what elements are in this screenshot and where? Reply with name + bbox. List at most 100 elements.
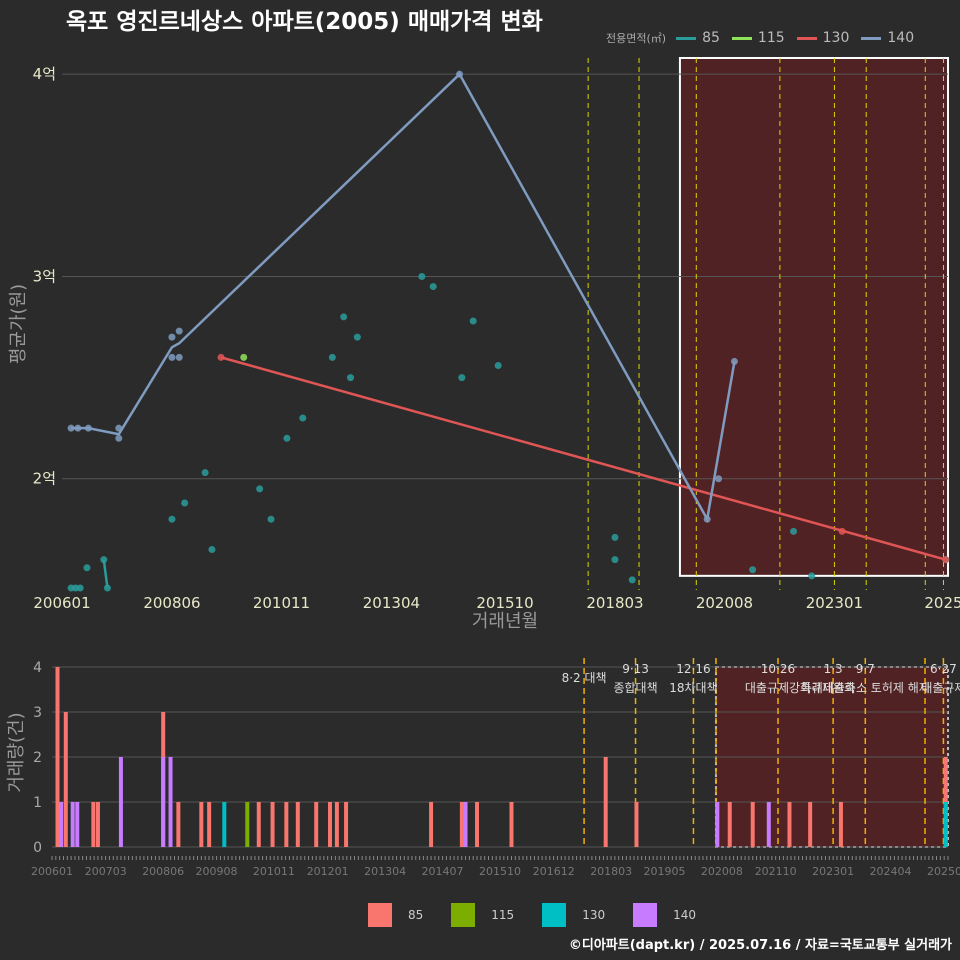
legend-bar-item-85: 85 xyxy=(368,903,423,927)
volume-bar-85 xyxy=(207,802,212,847)
legend-bar-item-140: 140 xyxy=(633,903,696,927)
chart-title: 옥포 영진르네상스 아파트(2005) 매매가격 변화 xyxy=(66,9,543,35)
legend-swatch-130 xyxy=(542,903,567,927)
data-point-140 xyxy=(715,475,723,483)
data-point-85 xyxy=(100,556,108,564)
x-tick-label-volume: 200601 xyxy=(31,865,73,878)
data-point-140 xyxy=(456,70,464,78)
x-tick-label-volume: 201407 xyxy=(422,865,464,878)
policy-annotation-label: 종합대책 xyxy=(613,680,657,695)
data-point-85 xyxy=(429,283,437,291)
policy-annotation-date: 12·16 xyxy=(676,662,710,676)
volume-bar-85 xyxy=(750,802,755,847)
data-point-130 xyxy=(838,527,846,535)
volume-bar-85 xyxy=(91,802,96,847)
data-point-85 xyxy=(283,434,291,442)
credit-text: ©디아파트(dapt.kr) / 2025.07.16 / 자료=국토교통부 실… xyxy=(568,938,952,953)
data-point-130 xyxy=(942,556,950,564)
volume-bar-85 xyxy=(727,802,732,847)
x-tick-label-volume: 200703 xyxy=(85,865,127,878)
policy-annotation-date: 9·13 xyxy=(622,662,649,676)
data-point-85 xyxy=(299,414,307,422)
legend-label-85: 85 xyxy=(702,30,720,46)
volume-bar-85 xyxy=(459,802,464,847)
policy-annotation-label: 규제완화 xyxy=(811,681,855,695)
data-point-85 xyxy=(469,317,477,325)
x-tick-label-volume: 201201 xyxy=(307,865,349,878)
data-point-85 xyxy=(340,313,348,321)
data-point-140 xyxy=(730,357,738,365)
y-tick-label-volume: 3 xyxy=(33,705,42,721)
volume-bar-85 xyxy=(270,802,275,847)
volume-bar-85 xyxy=(63,712,68,847)
y-axis-label-volume: 거래량(건) xyxy=(6,712,27,792)
data-point-85 xyxy=(103,584,111,592)
legend-swatch-140 xyxy=(633,903,658,927)
x-tick-label: 201510 xyxy=(476,594,533,612)
legend-label-115: 115 xyxy=(757,30,785,46)
x-tick-label-volume: 201510 xyxy=(479,865,521,878)
volume-bar-140 xyxy=(161,757,166,847)
volume-bar-85 xyxy=(327,802,332,847)
volume-bar-140 xyxy=(59,802,64,847)
x-tick-label-volume: 202404 xyxy=(870,865,912,878)
volume-bar-85 xyxy=(199,802,204,847)
y-axis-label: 평균가(원) xyxy=(8,284,29,364)
x-tick-label: 202301 xyxy=(806,594,863,612)
volume-bar-140 xyxy=(75,802,80,847)
legend-line-130 xyxy=(796,36,817,40)
data-point-85 xyxy=(328,353,336,361)
data-point-85 xyxy=(201,469,209,477)
data-point-140 xyxy=(703,515,711,523)
volume-bar-140 xyxy=(766,802,771,847)
x-tick-label: 202008 xyxy=(696,594,753,612)
y-tick-label-volume: 4 xyxy=(33,660,42,676)
legend-bottom: 85 115 130 140 xyxy=(368,903,724,927)
legend-item-85: 85 xyxy=(676,30,720,46)
legend-bar-item-115: 115 xyxy=(451,903,514,927)
y-tick-label: 3억 xyxy=(33,267,56,285)
y-tick-label: 4억 xyxy=(33,65,56,83)
policy-annotation-label: 대출규제 xyxy=(921,681,960,695)
volume-bar-85 xyxy=(475,802,480,847)
data-point-85 xyxy=(808,572,816,580)
data-point-85 xyxy=(611,556,619,564)
highlight-box xyxy=(678,57,950,577)
legend-label-130: 130 xyxy=(822,30,850,46)
data-point-85 xyxy=(611,533,619,541)
y-tick-label: 2억 xyxy=(33,470,56,488)
x-tick-label-volume: 200806 xyxy=(142,865,184,878)
volume-chart: 0 1 2 3 4 거래량(건) 200601 200703 200806 200908 20101… xyxy=(6,658,960,878)
data-point-85 xyxy=(256,485,264,493)
volume-bar-115 xyxy=(245,802,250,847)
y-tick-label-volume: 2 xyxy=(33,750,42,766)
legend-bar-label-85: 85 xyxy=(408,908,424,922)
data-point-85 xyxy=(628,576,636,584)
legend-line-140 xyxy=(861,36,882,40)
volume-bar-85 xyxy=(634,802,639,847)
policy-annotation-date: 1·3 xyxy=(824,662,843,676)
volume-bar-140 xyxy=(168,757,173,847)
legend-swatch-115 xyxy=(451,903,476,927)
legend-bar-label-115: 115 xyxy=(491,908,515,922)
volume-bar-85 xyxy=(429,802,434,847)
legend-line-85 xyxy=(676,36,697,40)
legend-bar-item-130: 130 xyxy=(542,903,605,927)
data-point-85 xyxy=(83,564,91,572)
data-point-140 xyxy=(84,424,92,432)
volume-bar-85 xyxy=(838,802,843,847)
data-point-85 xyxy=(353,333,361,341)
volume-bar-85 xyxy=(787,802,792,847)
data-point-140 xyxy=(175,353,183,361)
volume-bar-85 xyxy=(176,802,181,847)
data-point-85 xyxy=(494,361,502,369)
x-tick-label: 200601 xyxy=(33,594,90,612)
volume-bar-85 xyxy=(344,802,349,847)
data-point-85 xyxy=(458,374,466,382)
policy-annotation-date: 9·7 xyxy=(856,662,875,676)
data-point-85 xyxy=(418,272,426,280)
legend-item-115: 115 xyxy=(731,30,785,46)
volume-bar-85 xyxy=(55,667,60,847)
data-point-85 xyxy=(76,584,84,592)
policy-annotation-label: 특례대출축소 토허제 해제 xyxy=(801,681,930,695)
